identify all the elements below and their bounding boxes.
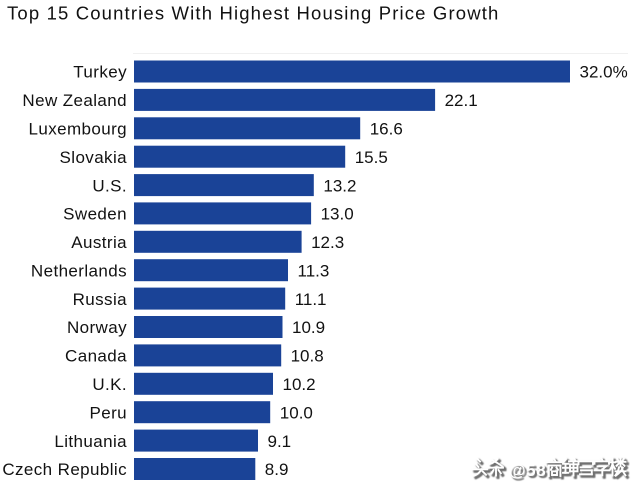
svg-text:Russia: Russia xyxy=(73,290,128,309)
svg-text:11.3: 11.3 xyxy=(298,261,330,280)
svg-text:@58: @58 xyxy=(509,461,546,480)
svg-text:22.1: 22.1 xyxy=(445,91,478,110)
svg-text:Austria: Austria xyxy=(71,233,127,252)
svg-text:11.1: 11.1 xyxy=(295,290,327,309)
svg-text:8.9: 8.9 xyxy=(265,460,289,479)
svg-text:Top 15 Countries With Highest: Top 15 Countries With Highest Housing Pr… xyxy=(7,3,499,24)
svg-text:32.0%: 32.0% xyxy=(580,63,628,82)
svg-text:10.9: 10.9 xyxy=(292,318,325,337)
svg-text:@58: @58 xyxy=(511,463,548,482)
svg-text:Sweden: Sweden xyxy=(63,205,127,224)
svg-text:Norway: Norway xyxy=(67,318,127,337)
svg-text:@58: @58 xyxy=(511,463,548,482)
svg-text:U.S.: U.S. xyxy=(92,176,127,195)
svg-text:10.0: 10.0 xyxy=(280,403,313,422)
svg-text:12.3: 12.3 xyxy=(311,233,344,252)
svg-text:New Zealand: New Zealand xyxy=(22,91,127,110)
svg-text:Turkey: Turkey xyxy=(73,63,127,82)
svg-text:Lithuania: Lithuania xyxy=(54,432,127,451)
svg-text:10.8: 10.8 xyxy=(291,347,324,366)
svg-text:13.0: 13.0 xyxy=(321,205,354,224)
svg-text:9.1: 9.1 xyxy=(268,432,292,451)
svg-text:15.5: 15.5 xyxy=(355,148,388,167)
svg-text:13.2: 13.2 xyxy=(323,176,356,195)
svg-text:Peru: Peru xyxy=(89,403,127,422)
svg-text:Luxembourg: Luxembourg xyxy=(28,120,127,139)
svg-text:Slovakia: Slovakia xyxy=(60,148,128,167)
svg-text:Netherlands: Netherlands xyxy=(31,261,127,280)
svg-text:U.K.: U.K. xyxy=(92,375,127,394)
svg-text:16.6: 16.6 xyxy=(370,120,403,139)
svg-text:10.2: 10.2 xyxy=(283,375,316,394)
svg-text:Czech Republic: Czech Republic xyxy=(2,460,127,479)
svg-text:Canada: Canada xyxy=(65,347,127,366)
